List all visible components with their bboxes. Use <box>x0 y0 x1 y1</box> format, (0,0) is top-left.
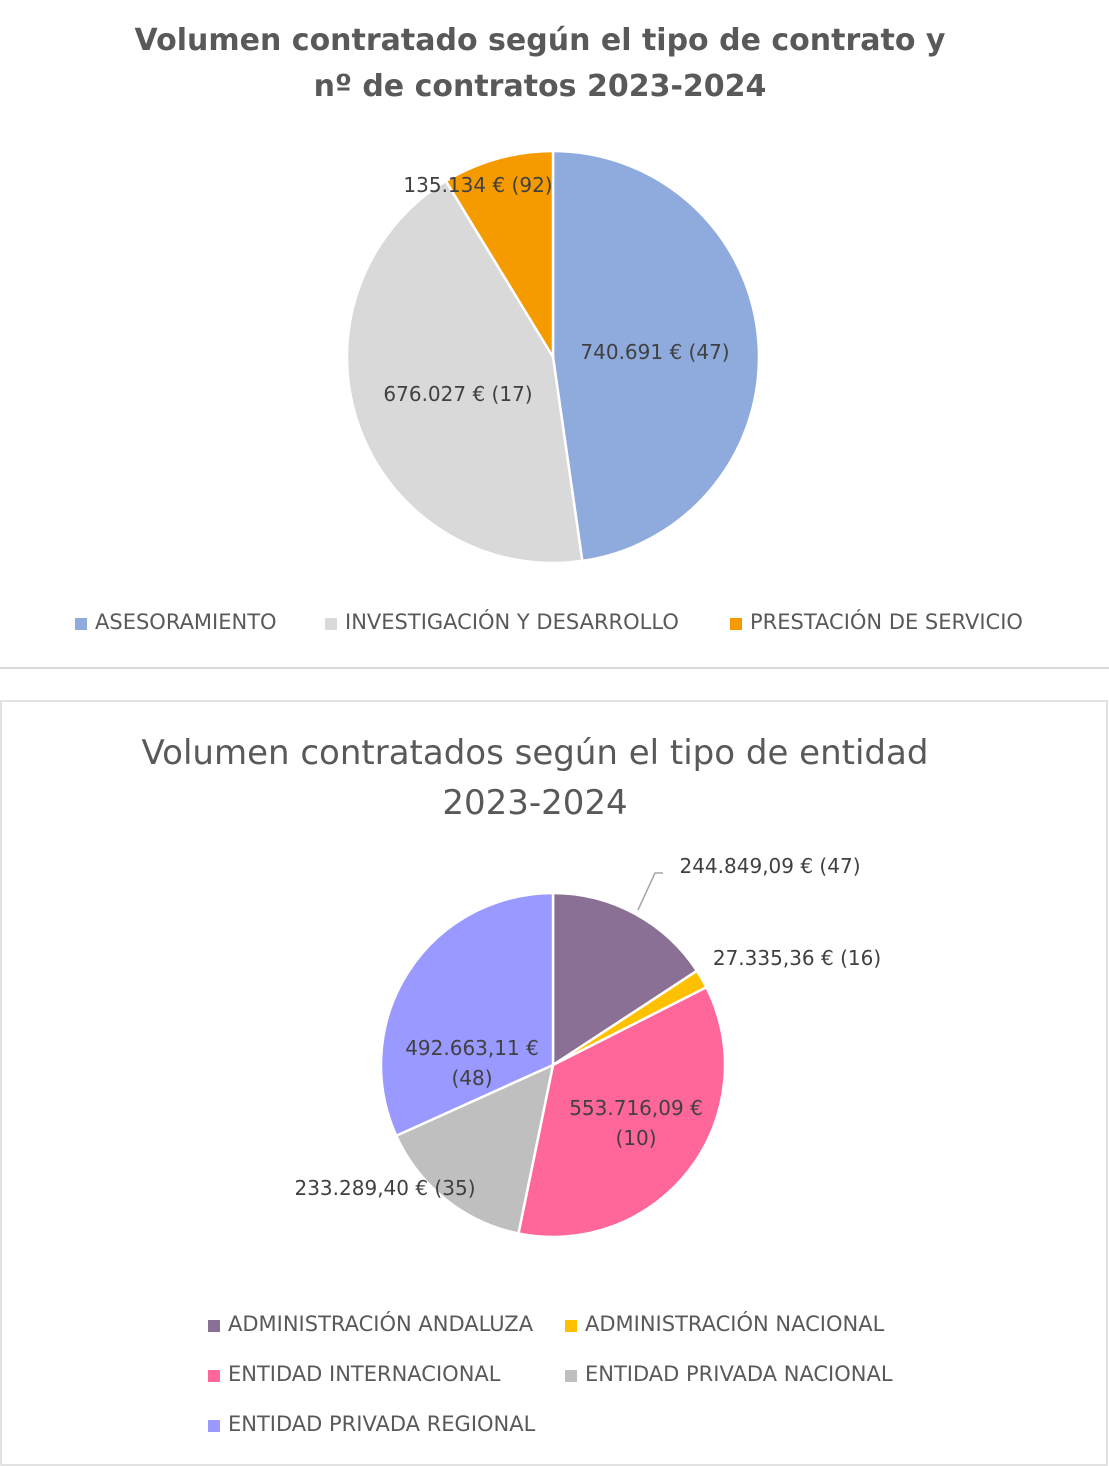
data-label: 27.335,36 € (16) <box>712 946 882 970</box>
data-label: 740.691 € (47) <box>580 340 730 364</box>
legend-label: ENTIDAD INTERNACIONAL <box>228 1362 501 1386</box>
legend-swatch <box>565 1320 577 1332</box>
pie-slice <box>551 149 761 563</box>
chart-frame <box>0 700 1108 1466</box>
legend-label: ENTIDAD PRIVADA REGIONAL <box>228 1412 536 1436</box>
legend-label: INVESTIGACIÓN Y DESARROLLO <box>345 610 679 634</box>
pie-slice <box>516 985 727 1239</box>
data-label: 233.289,40 € (35) <box>294 1176 476 1200</box>
chart-title: Volumen contratados según el tipo de ent… <box>141 733 929 823</box>
legend-swatch <box>325 618 337 630</box>
legend-label: PRESTACIÓN DE SERVICIO <box>750 610 1023 634</box>
data-label: 135.134 € (92) <box>403 173 553 197</box>
legend-label: ADMINISTRACIÓN ANDALUZA <box>228 1312 534 1336</box>
pie-slice <box>394 1062 555 1235</box>
legend-swatch <box>208 1320 220 1332</box>
legend-swatch <box>730 618 742 630</box>
data-label: 244.849,09 € (47) <box>679 854 861 878</box>
pie-slice <box>444 149 555 362</box>
legend-label: ASESORAMIENTO <box>95 610 277 634</box>
legend-swatch <box>208 1370 220 1382</box>
pie-slice <box>345 179 584 565</box>
legend-swatch <box>208 1420 220 1432</box>
legend-swatch <box>75 618 87 630</box>
data-label: 676.027 € (17) <box>383 382 533 406</box>
legend-label: ENTIDAD PRIVADA NACIONAL <box>585 1362 893 1386</box>
leader-line <box>637 872 663 911</box>
legend-swatch <box>565 1370 577 1382</box>
pie-slice <box>379 891 555 1138</box>
data-label: 492.663,11 € (48) <box>405 1036 539 1090</box>
legend-label: ADMINISTRACIÓN NACIONAL <box>585 1312 885 1336</box>
chart-title: Volumen contratado según el tipo de cont… <box>134 23 946 104</box>
pie-slice <box>551 891 699 1068</box>
data-label: 553.716,09 € (10) <box>569 1096 703 1150</box>
